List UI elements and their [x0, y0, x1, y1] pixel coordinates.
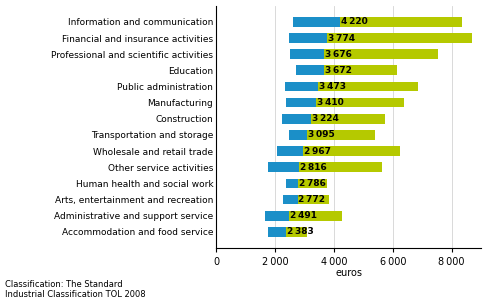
- Bar: [277, 146, 303, 156]
- Bar: [265, 211, 289, 220]
- Bar: [317, 98, 404, 108]
- Bar: [324, 66, 397, 75]
- Bar: [286, 227, 307, 237]
- Text: 2 816: 2 816: [300, 163, 327, 172]
- Bar: [298, 195, 329, 204]
- Bar: [325, 49, 438, 59]
- Bar: [289, 130, 307, 140]
- Text: 3 676: 3 676: [325, 50, 352, 59]
- Bar: [303, 146, 400, 156]
- Bar: [289, 33, 327, 43]
- Bar: [318, 82, 418, 91]
- Text: 3 672: 3 672: [325, 66, 352, 75]
- Bar: [296, 66, 324, 75]
- Text: 2 967: 2 967: [304, 146, 331, 156]
- Bar: [286, 178, 298, 188]
- Bar: [268, 162, 299, 172]
- Bar: [340, 17, 462, 27]
- Bar: [298, 178, 327, 188]
- Bar: [299, 162, 382, 172]
- Legend: 1st decile - median, median - 9th decile: 1st decile - median, median - 9th decile: [220, 300, 441, 302]
- Bar: [327, 33, 472, 43]
- Bar: [290, 49, 325, 59]
- Bar: [283, 195, 298, 204]
- Text: 2 772: 2 772: [299, 195, 326, 204]
- Bar: [286, 98, 317, 108]
- Text: 3 410: 3 410: [317, 98, 344, 107]
- Text: 2 383: 2 383: [287, 227, 314, 236]
- Bar: [282, 114, 311, 124]
- Bar: [307, 130, 375, 140]
- Text: 3 224: 3 224: [312, 114, 339, 123]
- Text: Classification: The Standard
Industrial Classification TOL 2008: Classification: The Standard Industrial …: [5, 280, 145, 299]
- Text: 4 220: 4 220: [341, 18, 368, 26]
- Text: 3 774: 3 774: [328, 34, 355, 43]
- Bar: [289, 211, 342, 220]
- Bar: [311, 114, 385, 124]
- Text: 3 473: 3 473: [319, 82, 346, 91]
- Bar: [293, 17, 340, 27]
- Bar: [268, 227, 286, 237]
- Text: 2 491: 2 491: [290, 211, 317, 220]
- Bar: [285, 82, 318, 91]
- X-axis label: euros: euros: [335, 268, 362, 278]
- Text: 3 095: 3 095: [308, 130, 335, 140]
- Text: 2 786: 2 786: [299, 179, 326, 188]
